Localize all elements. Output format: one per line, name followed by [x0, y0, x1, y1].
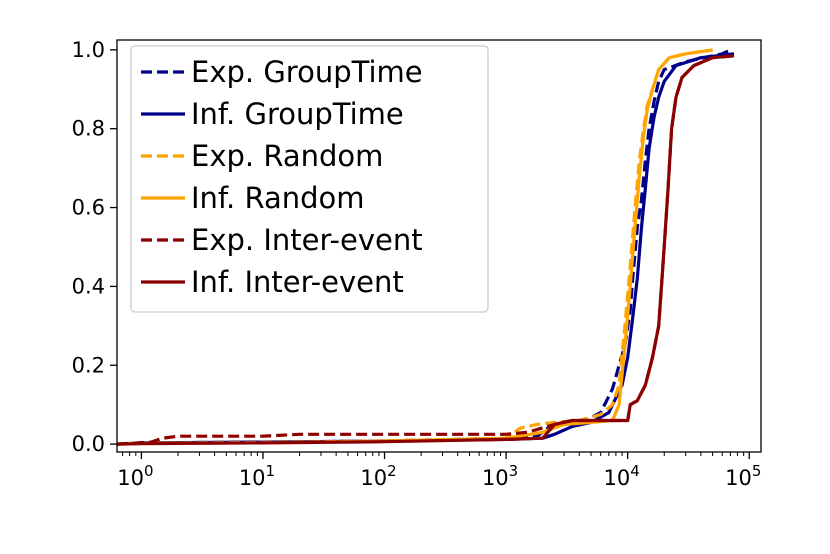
x-tick-label-0: 100: [117, 462, 153, 490]
legend-box: [130, 45, 489, 313]
y-tick-label-0: 0.0: [72, 432, 105, 456]
x-tick-label-5: 105: [725, 462, 761, 490]
x-tick-label-1: 101: [239, 462, 275, 490]
axes-layer: 0.0 0.2 0.4 0.6 0.8 1.0 100 101 102 103 104 105: [72, 38, 762, 490]
x-tick-label-4: 104: [604, 462, 640, 490]
legend-label-2: Exp. Random: [191, 139, 383, 173]
y-tick-label-5: 1.0: [72, 38, 105, 62]
legend-label-4: Exp. Inter-event: [191, 223, 423, 257]
x-tick-label-2: 102: [360, 462, 396, 490]
legend-label-5: Inf. Inter-event: [191, 265, 404, 299]
series-line-5: [117, 54, 735, 446]
plot-frame: [116, 39, 762, 453]
y-tick-label-2: 0.4: [72, 274, 105, 298]
y-tick-label-3: 0.6: [72, 196, 105, 220]
legend-label-3: Inf. Random: [191, 181, 365, 215]
y-tick-label-4: 0.8: [72, 117, 105, 141]
series-layer: [117, 48, 735, 446]
y-tick-label-1: 0.2: [72, 353, 105, 377]
legend: Exp. GroupTime Inf. GroupTime Exp. Random I…: [130, 45, 489, 313]
legend-label-1: Inf. GroupTime: [191, 97, 404, 131]
x-tick-label-3: 103: [482, 462, 518, 490]
legend-label-0: Exp. GroupTime: [191, 55, 423, 89]
